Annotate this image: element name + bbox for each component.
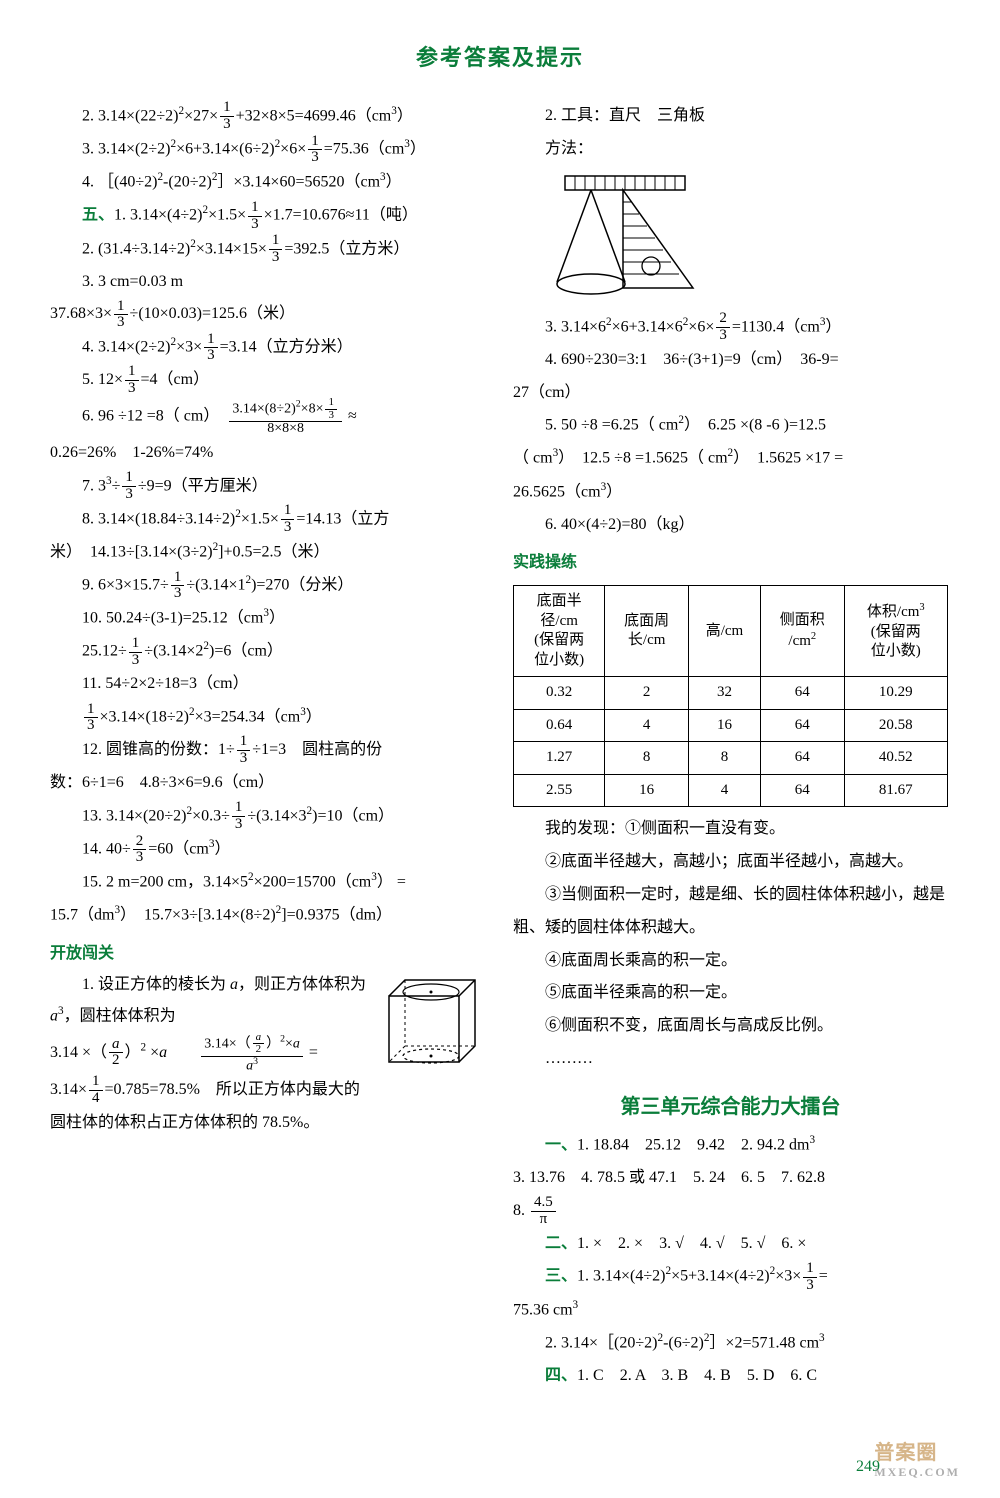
table-row: 0.644166420.58: [514, 709, 948, 742]
right-column: 2. 工具：直尺 三角板 方法： 3. 3.14×62×6+3.14×62×6×…: [513, 100, 948, 1393]
r-5: 5. 50 ÷8 =6.25（ cm2） 6.25 ×(8 -6 )=12.5: [513, 409, 948, 442]
table-row: 1.27886440.52: [514, 742, 948, 775]
eq-5-12b: 数：6÷1=6 4.8÷3×6=9.6（cm）: [50, 767, 485, 800]
page-header: 参考答案及提示: [50, 40, 950, 72]
u3-3b: 75.36 cm3: [513, 1294, 948, 1327]
finding-3: ③当侧面积一定时，越是细、长的圆柱体体积越小，越是粗、矮的圆柱体体积越大。: [513, 879, 948, 945]
u3-2-text: 1. × 2. × 3. √ 4. √ 5. √ 6. ×: [577, 1235, 806, 1252]
eq-5-3a: 3. 3 cm=0.03 m: [50, 266, 485, 299]
u3-4: 四、1. C 2. A 3. B 4. B 5. D 6. C: [513, 1360, 948, 1393]
finding-1: 我的发现：①侧面积一直没有变。: [513, 813, 948, 846]
u3-1: 一、1. 18.84 25.12 9.42 2. 94.2 dm3: [513, 1129, 948, 1162]
eq-5-10: 10. 50.24÷(3-1)=25.12（cm3）: [50, 602, 485, 635]
table-row: 0.322326410.29: [514, 677, 948, 710]
label-one: 一、: [545, 1136, 577, 1153]
th-circ: 底面周长/cm: [605, 586, 689, 677]
r-tool: 2. 工具：直尺 三角板: [513, 100, 948, 133]
r-6: 6. 40×(4÷2)=80（kg）: [513, 509, 948, 542]
eq-5-14: 14. 40÷23=60（cm3）: [50, 833, 485, 866]
eq-5-2: 2. (31.4÷3.14÷2)2×3.14×15×13=392.5（立方米）: [50, 233, 485, 266]
r-4: 4. 690÷230=3:1 36÷(3+1)=9（cm） 36-9=: [513, 344, 948, 377]
section-practice: 实践操练: [513, 547, 948, 579]
th-vol: 体积/cm3(保留两位小数): [844, 586, 947, 677]
eq-5-10b: 25.12÷13÷(3.14×22)=6（cm）: [50, 635, 485, 668]
u3-2: 二、1. × 2. × 3. √ 4. √ 5. √ 6. ×: [513, 1228, 948, 1261]
eq-5-12: 12. 圆锥高的份数：1÷13÷1=3 圆柱高的份: [50, 734, 485, 767]
two-column-layout: 2. 3.14×(22÷2)2×27×13+32×8×5=4699.46（cm3…: [50, 100, 950, 1393]
finding-2: ②底面半径越大，高越小；底面半径越小，高越大。: [513, 846, 948, 879]
section-open-challenge: 开放闯关: [50, 938, 485, 970]
finding-6: ⑥侧面积不变，底面周长与高成反比例。: [513, 1010, 948, 1043]
label-five: 五、: [82, 207, 114, 224]
eq-5-8b: 米） 14.13÷[3.14×(3÷2)2]+0.5=2.5（米）: [50, 536, 485, 569]
eq-5-4: 4. 3.14×(2÷2)2×3×13=3.14（立方分米）: [50, 331, 485, 364]
table-row: 2.551646481.67: [514, 774, 948, 807]
th-height: 高/cm: [688, 586, 760, 677]
eq-5-11b: 13×3.14×(18÷2)2×3=254.34（cm3）: [50, 701, 485, 734]
u3-3c: 2. 3.14×［(20÷2)2-(6÷2)2］×2=571.48 cm3: [513, 1327, 948, 1360]
eq-5-15: 15. 2 m=200 cm，3.14×52×200=15700（cm3） =: [50, 866, 485, 899]
u3-4-text: 1. C 2. A 3. B 4. B 5. D 6. C: [577, 1367, 817, 1384]
eq-5-5: 5. 12×13=4（cm）: [50, 364, 485, 397]
eq-5-13: 13. 3.14×(20÷2)2×0.3÷13÷(3.14×32)=10（cm）: [50, 800, 485, 833]
watermark: 普案圈 MXEQ.COM: [874, 1436, 960, 1480]
watermark-sub: MXEQ.COM: [874, 1465, 960, 1480]
th-side: 侧面积/cm2: [760, 586, 844, 677]
eq-5-9: 9. 6×3×15.7÷13÷(3.14×12)=270（分米）: [50, 569, 485, 602]
cone-ruler-diagram: [545, 170, 715, 300]
finding-ellipsis: ………: [513, 1043, 948, 1076]
r-5b: （ cm3） 12.5 ÷8 =1.5625（ cm2） 1.5625 ×17 …: [513, 442, 948, 475]
unit3-title: 第三单元综合能力大擂台: [513, 1090, 948, 1119]
label-four: 四、: [545, 1367, 577, 1384]
eq-3: 3. 3.14×(2÷2)2×6+3.14×(6÷2)2×6×13=75.36（…: [50, 133, 485, 166]
label-three: 三、: [545, 1268, 577, 1285]
u3-1b: 3. 13.76 4. 78.5 或 47.1 5. 24 6. 5 7. 62…: [513, 1162, 948, 1195]
kf-3: 3.14×14=0.785=78.5% 所以正方体内最大的圆柱体的体积占正方体体…: [50, 1074, 485, 1140]
r-method: 方法：: [513, 133, 948, 166]
cube-cylinder-diagram: [375, 972, 485, 1072]
r-3: 3. 3.14×62×6+3.14×62×6×23=1130.4（cm3）: [513, 311, 948, 344]
eq-5-6: 6. 96 ÷12 =8（ cm） 3.14×(8÷2)2×8×138×8×8 …: [50, 397, 485, 437]
watermark-main: 普案圈: [874, 1442, 937, 1464]
eq-5-11: 11. 54÷2×2÷18=3（cm）: [50, 668, 485, 701]
sec-5: 五、1. 3.14×(4÷2)2×1.5×13×1.7=10.676≈11（吨）: [50, 199, 485, 232]
finding-5: ⑤底面半径乘高的积一定。: [513, 977, 948, 1010]
r-5c: 26.5625（cm3）: [513, 476, 948, 509]
eq-5-15b: 15.7（dm3） 15.7×3÷[3.14×(8÷2)2]=0.9375（dm…: [50, 899, 485, 932]
r-4b: 27（cm）: [513, 377, 948, 410]
u3-1c: 8. 4.5π: [513, 1195, 948, 1228]
th-radius: 底面半径/cm(保留两位小数): [514, 586, 605, 677]
eq-5-7: 7. 33÷13÷9=9（平方厘米）: [50, 470, 485, 503]
practice-table: 底面半径/cm(保留两位小数) 底面周长/cm 高/cm 侧面积/cm2 体积/…: [513, 585, 948, 807]
label-two: 二、: [545, 1235, 577, 1252]
eq-2: 2. 3.14×(22÷2)2×27×13+32×8×5=4699.46（cm3…: [50, 100, 485, 133]
finding-4: ④底面周长乘高的积一定。: [513, 945, 948, 978]
left-column: 2. 3.14×(22÷2)2×27×13+32×8×5=4699.46（cm3…: [50, 100, 485, 1393]
u3-3: 三、1. 3.14×(4÷2)2×5+3.14×(4÷2)2×3×13=: [513, 1260, 948, 1293]
eq-4: 4. ［(40÷2)2-(20÷2)2］×3.14×60=56520（cm3）: [50, 166, 485, 199]
eq-5-8: 8. 3.14×(18.84÷3.14÷2)2×1.5×13=14.13（立方: [50, 503, 485, 536]
eq-5-3b: 37.68×3×13÷(10×0.03)=125.6（米）: [50, 298, 485, 331]
eq-5-6b: 0.26=26% 1-26%=74%: [50, 437, 485, 470]
